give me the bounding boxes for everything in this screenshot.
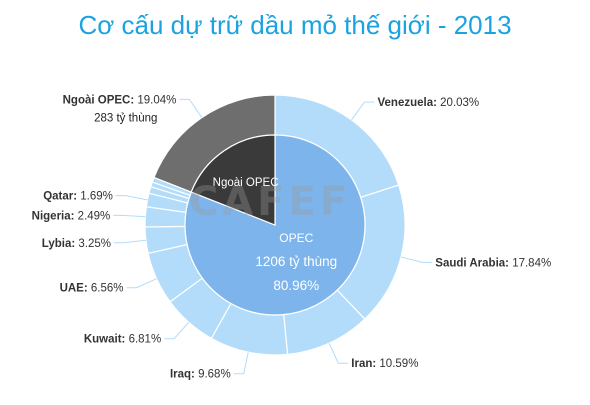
leader-line-nigeria [113,214,146,218]
slice-label-qatar: Qatar: 1.69% [43,191,113,203]
slice-label-value: 19.04% [134,94,176,106]
slice-labels: Venezuela: 20.03% Saudi Arabia: 17.84% Ira… [32,94,552,380]
slice-label-name: Saudi Arabia: [435,257,509,269]
slice-label-nigeria: Nigeria: 2.49% [32,210,111,222]
slice-label-value: 1.69% [77,191,113,203]
slice-label-value: 6.56% [88,283,124,295]
slice-label-saudi-arabia: Saudi Arabia: 17.84% [435,257,551,269]
inner-label-non-opec: Ngoài OPEC [213,177,279,189]
slice-label-value: 3.25% [75,238,111,250]
inner-label-opec-name: OPEC [279,231,313,245]
inner-slice-ngoai-opec [190,134,276,226]
slice-label-name: Iran: [351,358,376,370]
slice-label-venezuela: Venezuela: 20.03% [378,97,480,109]
inner-label-opec-amount: 1206 tỷ thùng [255,254,337,269]
slice-label-lybia: Lybia: 3.25% [42,238,111,250]
slice-label-name: Nigeria: [32,210,75,222]
watermark-text: CAFEF [189,179,351,225]
slice-label-ngoai-opec: Ngoài OPEC: 19.04% [63,94,177,106]
slice-label-value: 9.68% [195,369,231,381]
leader-line-iraq [233,352,249,375]
slice-label-name: Iraq: [170,369,195,381]
slice-label-uae: UAE: 6.56% [60,283,124,295]
slice-label-iraq: Iraq: 9.68% [170,369,231,381]
leader-line-iran [328,342,349,364]
slice-label-iran: Iran: 10.59% [351,358,418,370]
leader-lines [113,98,433,375]
slice-label-value: 20.03% [437,97,479,109]
chart-title: Cơ cấu dự trữ dầu mỏ thế giới - 2013 [78,10,512,40]
inner-label-opec-percent: 80.96% [273,278,319,293]
slice-label-name: UAE: [60,283,88,295]
slice-label-name: Kuwait: [84,334,126,346]
leader-line-qatar [115,195,148,201]
leader-line-ngoai-opec [179,98,203,118]
slice-label-value: 10.59% [376,358,418,370]
slice-label-value: 17.84% [509,257,551,269]
slice-label-name: Lybia: [42,238,75,250]
slice-label-value: 6.81% [125,334,161,346]
slice-label-kuwait: Kuwait: 6.81% [84,334,161,346]
leader-line-lybia [114,239,146,244]
slice-label-value: 2.49% [74,210,110,222]
slice-label-name: Venezuela: [378,97,437,109]
slice-label-name: Ngoài OPEC: [63,94,135,106]
leader-line-saudi-arabia [400,256,433,263]
inner-pie [184,134,366,316]
inner-labels: OPEC 1206 tỷ thùng 80.96% Ngoài OPEC [213,177,338,293]
leader-line-venezuela [351,101,375,121]
leader-line-uae [126,278,157,289]
slice-label-amount-ngoai-opec: 283 tỷ thùng [94,112,157,124]
leader-line-kuwait [164,321,190,340]
slice-label-name: Qatar: [43,191,77,203]
